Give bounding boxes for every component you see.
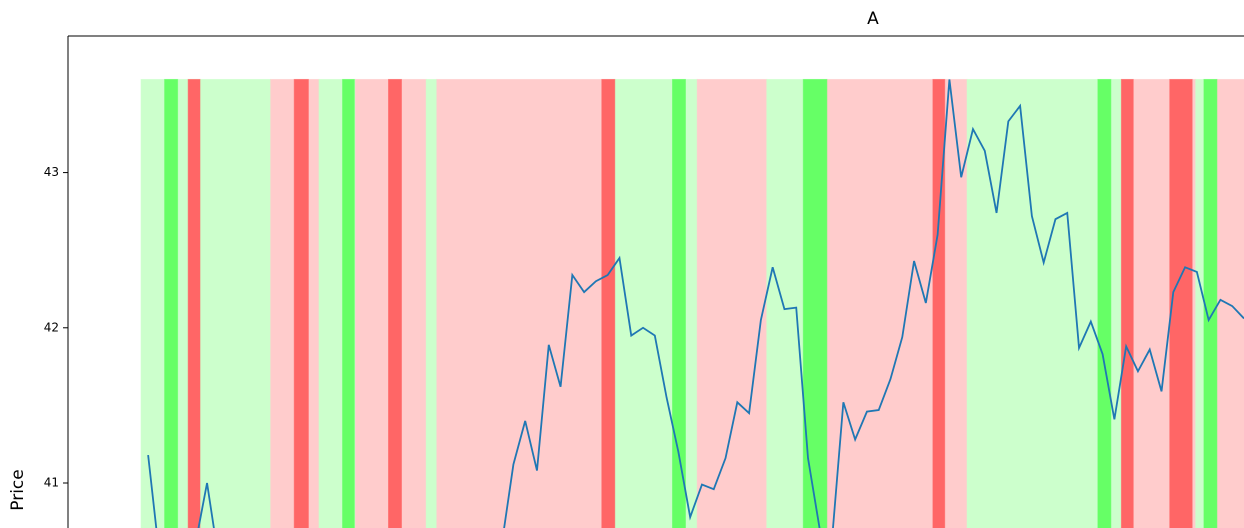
highlight-span xyxy=(388,78,402,528)
plot-area xyxy=(140,78,1244,528)
chart-title: A xyxy=(867,9,879,29)
highlight-span xyxy=(342,78,355,528)
highlight-span xyxy=(932,78,946,528)
highlight-span xyxy=(1216,78,1244,528)
highlight-span xyxy=(293,78,309,528)
highlight-span xyxy=(1097,78,1112,528)
highlight-span xyxy=(966,78,1122,528)
highlight-span xyxy=(826,78,968,528)
y-tick-label: 42 xyxy=(44,320,59,334)
highlight-span xyxy=(802,78,828,528)
highlight-span xyxy=(140,78,272,528)
y-tick-label: 43 xyxy=(44,165,59,179)
highlight-span xyxy=(696,78,768,528)
highlight-span xyxy=(425,78,438,528)
y-axis-label: Price xyxy=(8,469,28,510)
highlight-span xyxy=(1120,78,1134,528)
highlight-span xyxy=(187,78,201,528)
highlight-span xyxy=(436,78,616,528)
highlight-span xyxy=(1203,78,1218,528)
highlight-span xyxy=(164,78,179,528)
highlight-span xyxy=(671,78,686,528)
y-tick-label: 41 xyxy=(44,475,59,489)
price-line xyxy=(147,79,1244,528)
highlight-span xyxy=(601,78,616,528)
highlight-span xyxy=(1169,78,1193,528)
